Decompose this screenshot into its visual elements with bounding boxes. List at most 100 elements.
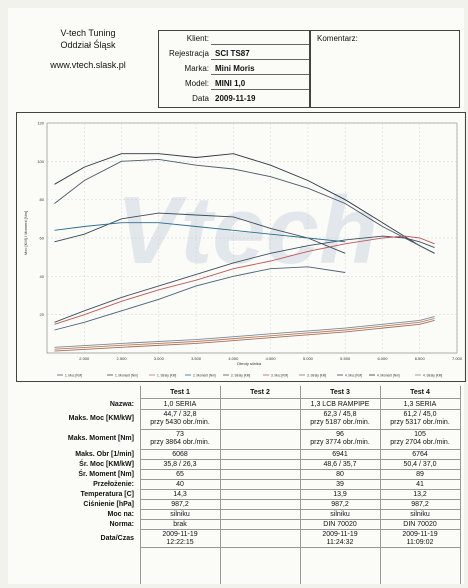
legend-item: 4. Moment [Nm] — [377, 374, 400, 378]
table-cell: 1,3 SERIA — [403, 401, 437, 408]
row-label: Norma: — [109, 521, 134, 528]
table-cell: 105 — [414, 431, 426, 438]
table-cell: 50,4 / 37,0 — [403, 461, 437, 468]
data-label: Data — [192, 94, 209, 103]
table-cell: 2009-11-19 — [162, 531, 198, 538]
row-divider — [140, 409, 460, 410]
model-label: Model: — [184, 79, 209, 88]
row-label: Ciśnienie [hPa] — [83, 501, 134, 508]
x-tick-label: 4.500 — [266, 356, 277, 361]
y-tick-label: 60 — [40, 236, 45, 241]
x-tick-label: 3.500 — [191, 356, 202, 361]
legend-item: 4. Moc [KM] — [345, 374, 362, 378]
table-cell: 65 — [176, 471, 184, 478]
row-label: Przełożenie: — [93, 481, 134, 488]
row-divider — [140, 479, 460, 480]
divider — [211, 89, 309, 90]
legend-item: 4. Straty [KM] — [423, 374, 442, 378]
row-divider — [140, 398, 460, 399]
column-divider — [460, 386, 461, 584]
table-cell: 6068 — [172, 451, 188, 458]
column-header: Test 3 — [330, 389, 350, 396]
marka-label: Marka: — [184, 64, 209, 73]
table-cell: przy 5430 obr./min. — [150, 419, 210, 426]
column-divider — [380, 386, 381, 584]
x-tick-label: 7.000 — [452, 356, 463, 361]
table-cell: 12:22:15 — [166, 539, 194, 546]
vehicle-info-box: Klient: Rejestracja SCI TS87 Marka: Mini… — [158, 30, 310, 108]
rejestracja-value: SCI TS87 — [215, 49, 250, 58]
column-divider — [140, 386, 141, 584]
table-cell: 14,3 — [173, 491, 187, 498]
table-cell: 40 — [176, 481, 184, 488]
table-cell: 13,2 — [413, 491, 427, 498]
row-label: Maks. Obr [1/min] — [75, 451, 134, 458]
table-cell: przy 3774 obr./min. — [310, 439, 370, 446]
row-divider — [140, 519, 460, 520]
table-cell: silniku — [330, 511, 350, 518]
x-tick-label: 5.000 — [303, 356, 314, 361]
row-label: Nazwa: — [109, 401, 134, 408]
row-divider — [140, 449, 460, 450]
comment-label: Komentarz: — [317, 34, 358, 43]
x-tick-label: 3.000 — [154, 356, 165, 361]
x-tick-label: 2.500 — [117, 356, 128, 361]
table-cell: 987,2 — [411, 501, 429, 508]
series-line — [54, 318, 435, 350]
series-line — [54, 222, 346, 243]
row-label: Maks. Moc [KM/kW] — [68, 415, 134, 422]
x-tick-label: 5.500 — [340, 356, 351, 361]
series-line — [54, 153, 435, 254]
row-label: Moc na: — [107, 511, 134, 518]
table-cell: DIN 70020 — [403, 521, 437, 528]
legend-item: 1. Moc [KM] — [65, 374, 82, 378]
marka-value: Mini Moris — [215, 64, 255, 73]
table-cell: 89 — [416, 471, 424, 478]
results-table: Test 1 Test 2 Test 3 Test 4 Nazwa: 1,0 SERIA 1… — [30, 386, 461, 584]
dyno-chart: Vtech 2.000 2.500 3.000 3.500 4.000 4.500 5.00… — [23, 121, 463, 378]
series-line — [54, 158, 435, 254]
row-divider — [140, 459, 460, 460]
table-cell: przy 5187 obr./min. — [310, 419, 370, 426]
row-label: Śr. Moc [KM/kW] — [79, 461, 134, 468]
table-cell: 44,7 / 32,8 — [163, 411, 197, 418]
table-cell: 73 — [176, 431, 184, 438]
dyno-chart-frame: Vtech 2.000 2.500 3.000 3.500 4.000 4.500 5.00… — [16, 112, 466, 382]
table-cell: 11:24:32 — [326, 539, 354, 546]
column-divider — [300, 386, 301, 584]
x-tick-label: 6.000 — [377, 356, 388, 361]
table-cell: 13,9 — [333, 491, 347, 498]
table-cell: 987,2 — [331, 501, 349, 508]
y-tick-label: 100 — [37, 159, 44, 164]
row-label: Maks. Moment [Nm] — [67, 435, 134, 442]
table-cell: brak — [173, 521, 187, 528]
table-cell: 2009-11-19 — [322, 531, 358, 538]
divider — [211, 74, 309, 75]
table-cell: przy 5317 obr./min. — [390, 419, 450, 426]
series-line — [54, 316, 435, 348]
table-cell: silniku — [410, 511, 430, 518]
table-cell: 2009-11-19 — [402, 531, 438, 538]
row-divider — [140, 429, 460, 430]
series-line — [54, 212, 346, 254]
chart-series — [54, 153, 435, 352]
table-cell: silniku — [170, 511, 190, 518]
table-cell: 35,8 / 26,3 — [163, 461, 197, 468]
data-value: 2009-11-19 — [215, 94, 256, 103]
row-label: Temperatura [C] — [80, 491, 134, 498]
table-cell: przy 3864 obr./min. — [150, 439, 210, 446]
legend-item: 3. Straty [KM] — [307, 374, 326, 378]
x-tick-label: 4.000 — [228, 356, 239, 361]
comment-box: Komentarz: — [310, 30, 460, 108]
table-cell: 41 — [416, 481, 424, 488]
company-url: www.vtech.slask.pl — [50, 60, 126, 70]
row-divider — [140, 529, 460, 530]
table-cell: 1,3 LCB RAMPIPE — [310, 401, 370, 408]
model-value: MINI 1,0 — [215, 79, 246, 88]
legend-item: 3. Moc [KM] — [271, 374, 288, 378]
table-cell: 48,6 / 35,7 — [323, 461, 357, 468]
company-name: V-tech Tuning — [60, 28, 116, 38]
chart-grid — [46, 122, 458, 354]
x-tick-label: 6.500 — [415, 356, 426, 361]
y-tick-label: 40 — [40, 274, 45, 279]
